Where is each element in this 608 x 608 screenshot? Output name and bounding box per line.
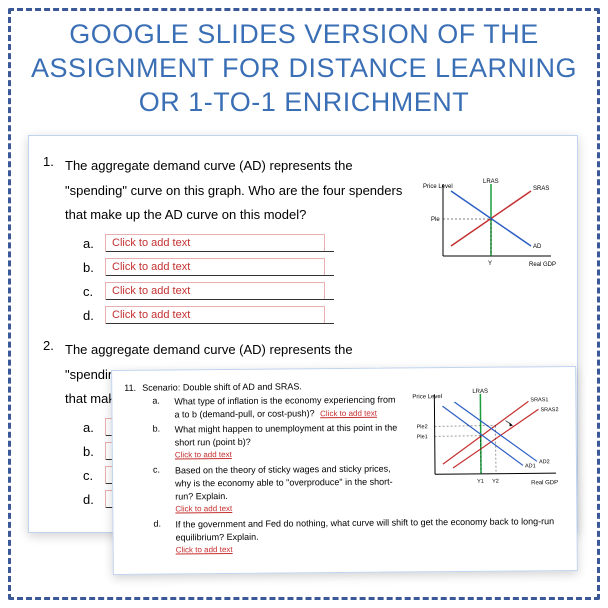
sras-label: SRAS bbox=[533, 186, 549, 192]
ad1-label: AD1 bbox=[525, 463, 536, 469]
y-tick-2: Ple2 bbox=[417, 424, 428, 430]
sub-letter: a. bbox=[83, 236, 97, 251]
text-input[interactable]: Click to add text bbox=[320, 408, 377, 417]
sub-q-text: What might happen to unemployment at thi… bbox=[175, 422, 401, 449]
sub-letter: d. bbox=[153, 519, 167, 529]
answer-row: c. Click to add text bbox=[83, 282, 563, 300]
q-number: 1. bbox=[43, 154, 65, 330]
axis-label-x: Real GDP bbox=[531, 480, 558, 486]
sub-letter: b. bbox=[153, 424, 167, 434]
sras1-label: SRAS1 bbox=[530, 397, 548, 403]
sub-letter: b. bbox=[83, 260, 97, 275]
x-tick: Y bbox=[488, 261, 492, 267]
y-tick-1: Ple1 bbox=[417, 434, 428, 440]
sub-letter: c. bbox=[83, 284, 97, 299]
sub-question-c: c. Based on the theory of sticky wages a… bbox=[153, 463, 401, 516]
text-input[interactable]: Click to add text bbox=[105, 234, 325, 252]
text-input[interactable]: Click to add text bbox=[175, 503, 401, 514]
sub-letter: c. bbox=[153, 465, 167, 475]
axis-label-y: Price Level bbox=[423, 184, 453, 190]
text-input[interactable]: Click to add text bbox=[105, 258, 325, 276]
y-tick: Ple bbox=[431, 217, 440, 223]
sub-letter: c. bbox=[83, 468, 97, 483]
sub-question-b: b. What might happen to unemployment at … bbox=[153, 422, 401, 462]
sras2-label: SRAS2 bbox=[540, 407, 558, 413]
sub-letter: d. bbox=[83, 492, 97, 507]
text-input[interactable]: Click to add text bbox=[175, 449, 401, 460]
x-tick-1: Y1 bbox=[477, 479, 484, 485]
text-input[interactable]: Click to add text bbox=[105, 282, 325, 300]
axis-label-x: Real GDP bbox=[529, 262, 556, 268]
q-number: 11. bbox=[124, 383, 144, 560]
adas-graph-1: Price Level Real GDP LRAS SRAS AD Ple Y bbox=[421, 176, 561, 271]
scenario-intro: Scenario: Double shift of AD and SRAS. bbox=[142, 381, 400, 393]
lras-label: LRAS bbox=[472, 389, 488, 395]
answer-row: d. Click to add text bbox=[83, 306, 563, 324]
x-tick-2: Y2 bbox=[492, 479, 499, 485]
ad-label: AD bbox=[533, 244, 542, 250]
sub-letter: b. bbox=[83, 444, 97, 459]
text-input[interactable]: Click to add text bbox=[105, 306, 325, 324]
ad2-label: AD2 bbox=[539, 459, 550, 465]
sub-q-text: Based on the theory of sticky wages and … bbox=[175, 463, 401, 503]
sub-letter: a. bbox=[83, 420, 97, 435]
text-input[interactable]: Click to add text bbox=[176, 542, 567, 554]
sub-letter: d. bbox=[83, 308, 97, 323]
sub-question-d: d. If the government and Fed do nothing,… bbox=[153, 515, 566, 557]
sub-letter: a. bbox=[152, 396, 166, 406]
slide-card-2: Price Level Real GDP LRAS SRAS1 SRAS2 AD… bbox=[111, 366, 578, 575]
sub-question-a: a. What type of inflation is the economy… bbox=[152, 394, 400, 421]
lras-label: LRAS bbox=[483, 179, 499, 185]
q-number: 2. bbox=[43, 338, 65, 514]
axis-label-y: Price Level bbox=[412, 394, 442, 400]
page-title: GOOGLE SLIDES VERSION OF THE ASSIGNMENT … bbox=[0, 0, 608, 129]
adas-graph-2: Price Level Real GDP LRAS SRAS1 SRAS2 AD… bbox=[410, 385, 566, 491]
sub-q-text: If the government and Fed do nothing, wh… bbox=[175, 515, 566, 544]
